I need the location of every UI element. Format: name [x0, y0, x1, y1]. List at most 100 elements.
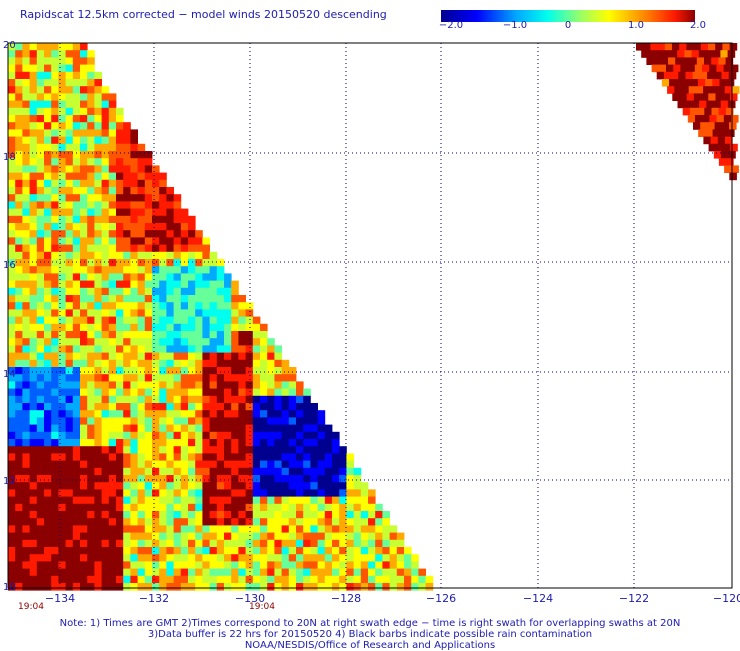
- swath-cell: [51, 251, 59, 260]
- swath-cell: [685, 71, 694, 80]
- lat-label: 10: [3, 582, 16, 593]
- swath-cell: [51, 71, 59, 80]
- swath-cell: [144, 431, 153, 440]
- swath-cell: [296, 532, 304, 541]
- swath-cell: [353, 482, 362, 490]
- swath-cell: [8, 511, 16, 519]
- swath-cell: [281, 367, 290, 375]
- lat-lon-grid: [8, 43, 732, 588]
- swath-cell: [288, 575, 297, 584]
- swath-cell: [382, 568, 390, 577]
- swath-cell: [44, 381, 52, 389]
- swath-cell: [108, 503, 117, 512]
- swath-cell: [296, 395, 304, 404]
- swath-cell: [101, 539, 110, 548]
- swath-cell: [209, 583, 218, 591]
- swath-cell: [231, 561, 239, 569]
- swath-cell: [15, 100, 23, 109]
- swath-cell: [36, 107, 45, 116]
- swath-cell: [260, 489, 268, 497]
- swath-cell: [260, 496, 268, 505]
- swath-cell: [80, 295, 88, 303]
- swath-cell: [15, 230, 23, 238]
- swath-cell: [80, 122, 88, 130]
- swath-cell: [94, 280, 102, 289]
- swath-cell: [44, 561, 52, 569]
- swath-cell: [44, 165, 52, 173]
- swath-cell: [8, 539, 16, 548]
- swath-cell: [231, 395, 239, 404]
- swath-cell: [166, 323, 174, 332]
- swath-cell: [15, 165, 23, 173]
- swath-cell: [680, 64, 688, 73]
- swath-cell: [144, 338, 153, 346]
- lon-label: −128: [331, 592, 361, 605]
- swath-cell: [15, 367, 23, 375]
- swath-cell: [72, 158, 81, 166]
- swath-cell: [188, 424, 196, 433]
- swath-cell: [238, 309, 246, 317]
- swath-cell: [29, 547, 38, 555]
- swath-cell: [209, 547, 218, 555]
- swath-cell: [80, 374, 88, 382]
- swath-cell: [44, 259, 52, 267]
- swath-cell: [224, 388, 232, 397]
- swath-cell: [58, 143, 66, 152]
- swath-cell: [72, 259, 81, 267]
- swath-cell: [152, 172, 160, 181]
- swath-cell: [44, 57, 52, 65]
- swath-cell: [673, 64, 681, 73]
- swath-cell: [188, 496, 196, 505]
- swath-cell: [317, 575, 326, 584]
- swath-cell: [238, 338, 246, 346]
- swath-cell: [159, 539, 167, 548]
- swath-cell: [209, 273, 218, 281]
- swath-cell: [29, 511, 38, 519]
- swath-cell: [714, 71, 722, 80]
- swath-cell: [166, 338, 174, 346]
- swath-cell: [209, 287, 218, 296]
- swath-cell: [87, 230, 95, 238]
- swath-cell: [209, 280, 218, 289]
- swath-cell: [152, 575, 160, 584]
- swath-cell: [667, 86, 675, 94]
- swath-cell: [180, 403, 189, 411]
- swath-cell: [101, 251, 110, 260]
- swath-cell: [180, 439, 189, 447]
- swath-cell: [116, 352, 124, 361]
- swath-cell: [144, 309, 153, 317]
- swath-cell: [36, 115, 45, 123]
- swath-cell: [36, 187, 45, 195]
- swath-cell: [281, 446, 290, 454]
- swath-cell: [317, 475, 326, 483]
- swath-cell: [216, 467, 225, 476]
- swath-cell: [209, 381, 218, 389]
- swath-cell: [44, 388, 52, 397]
- swath-cell: [216, 388, 225, 397]
- swath-cell: [173, 489, 182, 497]
- swath-cell: [669, 79, 677, 87]
- swath-cell: [288, 496, 297, 505]
- swath-cell: [296, 539, 304, 548]
- swath-cell: [80, 475, 88, 483]
- swath-cell: [260, 374, 268, 382]
- swath-cell: [324, 475, 333, 483]
- swath-cell: [252, 547, 261, 555]
- swath-cell: [238, 568, 246, 577]
- swath-cell: [94, 467, 102, 476]
- swath-cell: [65, 251, 74, 260]
- swath-cell: [216, 395, 225, 404]
- swath-cell: [94, 71, 102, 80]
- swath-cell: [209, 568, 218, 577]
- swath-cell: [123, 251, 131, 260]
- swath-cell: [252, 511, 261, 519]
- swath-cell: [87, 223, 95, 231]
- swath-cell: [44, 93, 52, 101]
- swath-cell: [224, 280, 232, 289]
- swath-cell: [101, 403, 110, 411]
- swath-cell: [245, 381, 254, 389]
- swath-cell: [72, 453, 81, 461]
- swath-cell: [152, 244, 160, 253]
- swath-cell: [296, 431, 304, 440]
- swath-cell: [252, 388, 261, 397]
